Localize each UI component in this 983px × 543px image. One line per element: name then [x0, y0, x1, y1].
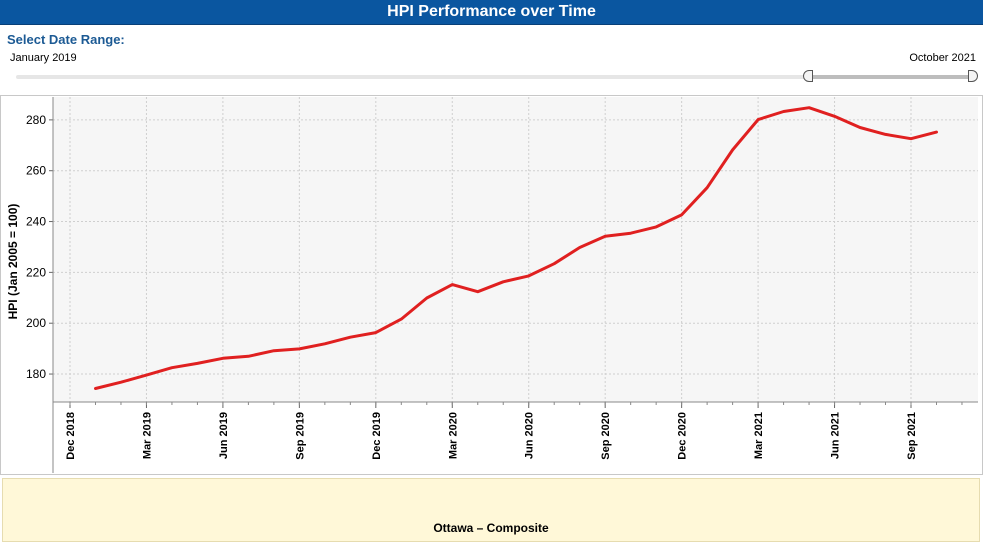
x-tick-label: Mar 2020: [447, 412, 459, 459]
x-tick-label: Sep 2021: [906, 412, 918, 460]
range-end-label: October 2021: [909, 52, 976, 64]
range-start-handle[interactable]: [803, 70, 813, 82]
x-tick-label: Mar 2021: [753, 412, 765, 459]
range-end-handle[interactable]: [968, 70, 978, 82]
y-tick-label: 240: [26, 215, 46, 229]
y-tick-label: 200: [26, 316, 46, 330]
legend-panel: Ottawa – Composite: [2, 478, 980, 542]
y-tick-label: 280: [26, 113, 46, 127]
y-tick-label: 260: [26, 164, 46, 178]
y-tick-label: 220: [26, 265, 46, 279]
x-tick-label: Sep 2020: [600, 412, 612, 460]
hpi-line-chart: 180 200 220 240 260 280 Dec 2018 Mar 2019 Jun 20…: [6, 97, 978, 473]
x-tick-label: Jun 2020: [524, 412, 536, 459]
x-tick-label: Dec 2018: [65, 412, 77, 460]
x-tick-label: Jun 2019: [218, 412, 230, 459]
chart-title: HPI Performance over Time: [0, 0, 983, 25]
y-axis-title: HPI (Jan 2005 = 100): [6, 204, 20, 320]
x-tick-label: Dec 2020: [677, 412, 689, 460]
y-tick-label: 180: [26, 367, 46, 381]
series-line: [94, 106, 938, 390]
legend-series-label: Ottawa – Composite: [433, 521, 549, 535]
x-tick-label: Dec 2019: [371, 412, 383, 460]
date-range-slider[interactable]: [16, 75, 976, 79]
x-tick-label: Sep 2019: [294, 412, 306, 460]
date-range-selection: [808, 75, 972, 79]
x-tick-label: Jun 2021: [830, 412, 842, 459]
range-start-label: January 2019: [10, 52, 77, 64]
x-tick-label: Mar 2019: [141, 412, 153, 459]
plot-area: [53, 97, 978, 402]
date-range-label: Select Date Range:: [7, 32, 125, 47]
